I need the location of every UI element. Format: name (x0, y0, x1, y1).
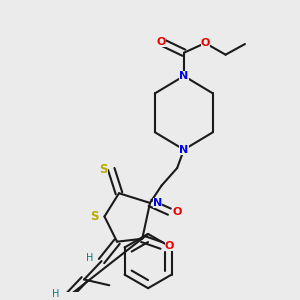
Text: O: O (157, 37, 166, 47)
Text: O: O (172, 207, 182, 217)
Text: H: H (52, 289, 60, 299)
Text: N: N (153, 198, 162, 208)
Text: O: O (200, 38, 210, 48)
Text: N: N (179, 71, 188, 81)
Text: S: S (99, 163, 108, 176)
Text: N: N (179, 145, 188, 154)
Text: H: H (86, 253, 94, 263)
Text: S: S (91, 210, 99, 223)
Text: O: O (165, 241, 174, 250)
